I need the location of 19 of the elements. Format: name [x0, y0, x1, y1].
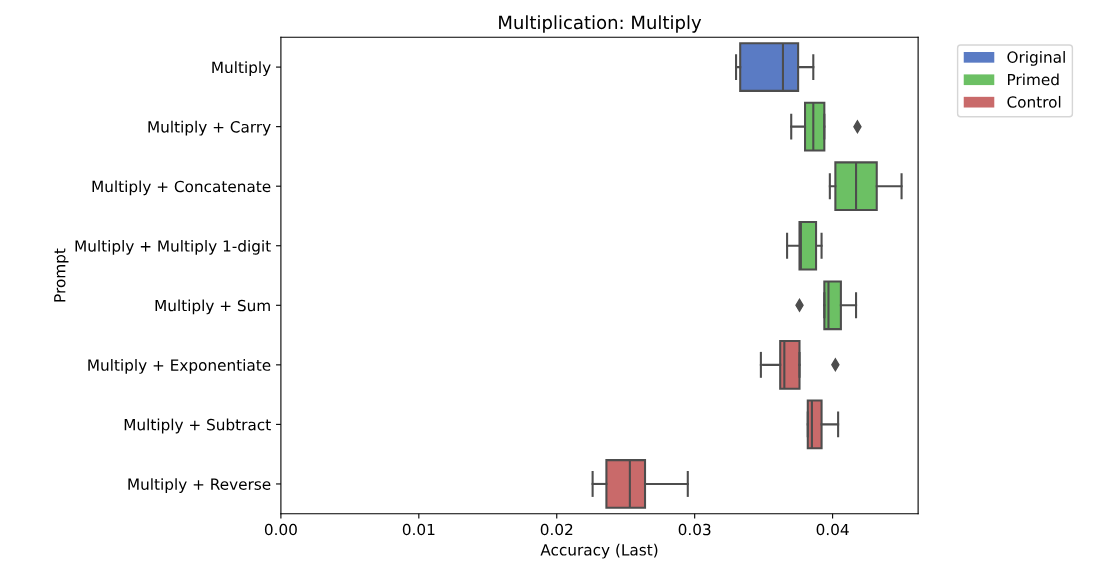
y-tick-label: Multiply + Subtract [124, 418, 271, 434]
y-tick-label: Multiply + Exponentiate [88, 359, 271, 374]
y-tick-label: Multiply + Concatenate [92, 180, 271, 196]
y-tick-label: Multiply + Sum [155, 299, 270, 315]
x-tick-label: 0.03 [678, 523, 711, 536]
y-tick-label: Multiply + Reverse [128, 478, 271, 493]
y-tick-label: Multiply + Multiply 1-digit [75, 239, 271, 255]
x-axis-title: Accuracy (Last) [540, 543, 658, 559]
y-tick-label: Multiply + Carry [148, 120, 271, 136]
legend-label: Primed [1008, 73, 1059, 86]
x-tick-label: 0.02 [540, 523, 573, 536]
chart-title: Multiplication: Multiply [499, 15, 702, 33]
y-axis-title: Prompt [54, 248, 69, 302]
legend-label: Control [1007, 95, 1061, 108]
legend-label: Original [1007, 51, 1065, 66]
x-tick-label: 0.01 [402, 523, 435, 536]
x-tick-label: 0.00 [264, 523, 297, 536]
x-tick-label: 0.04 [816, 523, 849, 536]
y-tick-label: Multiply [212, 61, 271, 77]
